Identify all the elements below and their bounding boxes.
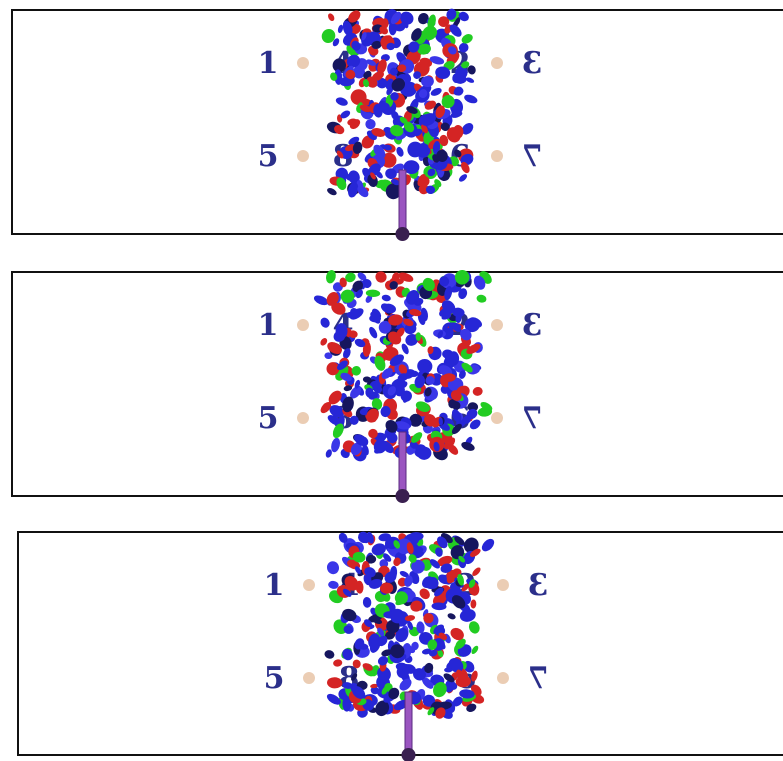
sensor-label: 5 bbox=[258, 139, 279, 174]
sensor-dot bbox=[491, 57, 503, 69]
sensor-label: 7 bbox=[522, 401, 543, 436]
panel: 14235867 bbox=[12, 7, 783, 241]
sensor-label: 3 bbox=[522, 308, 543, 343]
sensor-dot bbox=[297, 150, 309, 162]
panel-frame bbox=[18, 532, 783, 755]
sensor-dot bbox=[497, 672, 509, 684]
sensor-label: 1 bbox=[258, 46, 279, 81]
sensor-dot bbox=[497, 579, 509, 591]
panel: 14235867 bbox=[12, 269, 783, 503]
particle bbox=[443, 373, 456, 382]
sensor-dot bbox=[297, 57, 309, 69]
sensor-dot bbox=[303, 672, 315, 684]
sensor-dot bbox=[491, 150, 503, 162]
sensor-label: 3 bbox=[528, 568, 549, 603]
injector-rod bbox=[405, 692, 412, 755]
sensor-label: 7 bbox=[522, 139, 543, 174]
injector-rod bbox=[399, 432, 406, 496]
sensor-dot bbox=[297, 412, 309, 424]
sensor-label: 3 bbox=[522, 46, 543, 81]
sensor-dot bbox=[491, 412, 503, 424]
injector-rod bbox=[399, 170, 406, 234]
sensor-label: 7 bbox=[528, 661, 549, 696]
sensor-label: 5 bbox=[258, 401, 279, 436]
panel: 14235867 bbox=[18, 530, 783, 761]
sensor-dot bbox=[297, 319, 309, 331]
sensor-dot bbox=[491, 319, 503, 331]
sensor-label: 1 bbox=[264, 568, 285, 603]
injector-base bbox=[396, 489, 410, 503]
sensor-dot bbox=[303, 579, 315, 591]
sensor-label: 1 bbox=[258, 308, 279, 343]
particle bbox=[380, 583, 393, 594]
particle bbox=[448, 351, 459, 365]
injector-base bbox=[396, 227, 410, 241]
sensor-label: 5 bbox=[264, 661, 285, 696]
simulation-figure: 142358671423586714235867 bbox=[0, 0, 783, 761]
